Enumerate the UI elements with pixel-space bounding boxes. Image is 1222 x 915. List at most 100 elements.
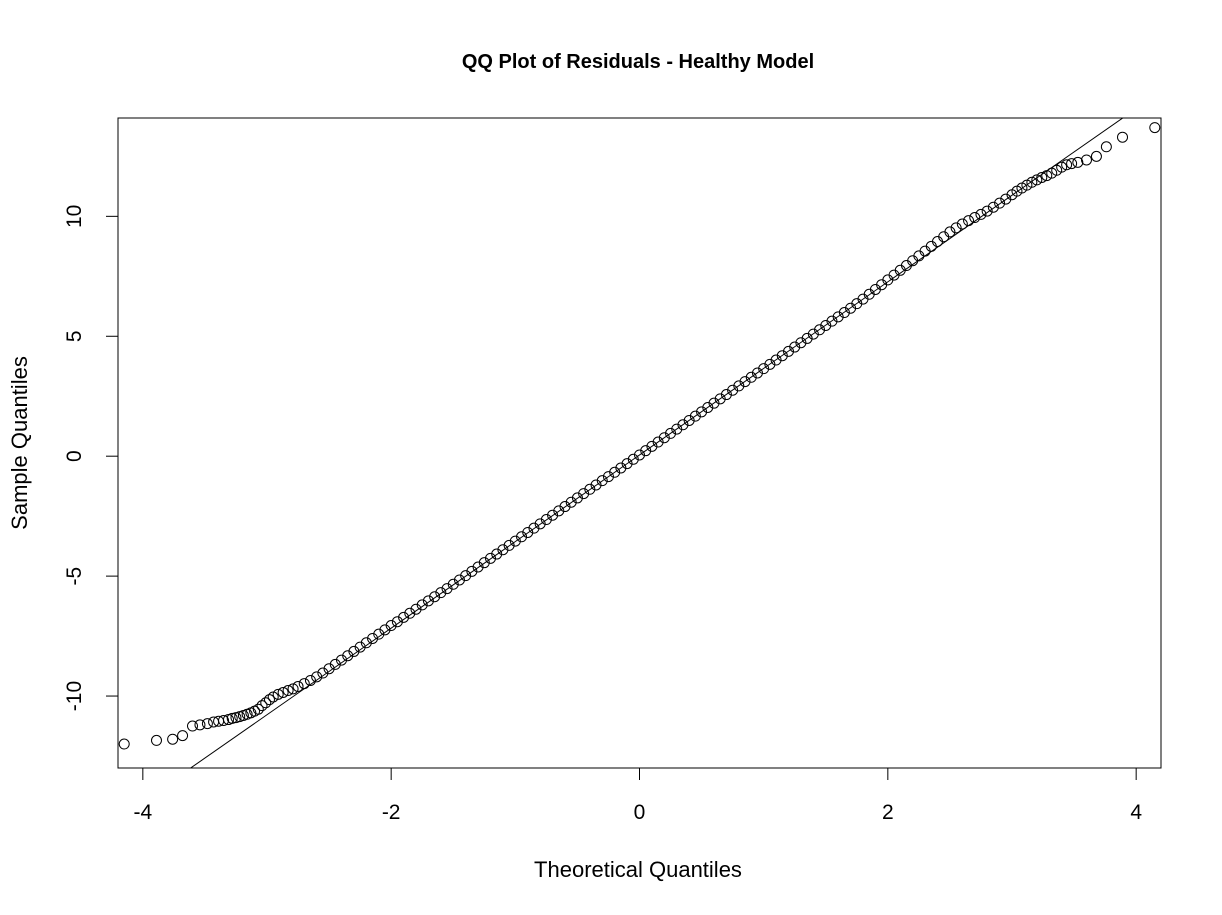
data-point <box>758 363 770 375</box>
data-point <box>348 645 360 657</box>
data-point <box>838 307 850 319</box>
data-point <box>640 445 652 457</box>
data-point <box>776 350 788 362</box>
data-point <box>466 565 478 577</box>
data-point <box>565 496 577 508</box>
data-point <box>298 678 310 690</box>
chart-title: QQ Plot of Residuals - Healthy Model <box>462 51 814 73</box>
data-point <box>260 697 272 709</box>
data-point <box>1100 141 1112 153</box>
data-point <box>950 222 962 234</box>
data-point <box>969 212 981 224</box>
data-point <box>516 531 528 543</box>
data-point <box>876 279 888 291</box>
data-point <box>534 518 546 530</box>
data-point <box>559 501 571 513</box>
data-point <box>478 557 490 569</box>
data-point <box>1036 171 1048 183</box>
data-point <box>1056 161 1068 173</box>
data-point <box>956 218 968 230</box>
data-point <box>789 341 801 353</box>
y-axis-label: Sample Quantiles <box>7 356 32 530</box>
data-point <box>919 245 931 257</box>
data-point <box>453 574 465 586</box>
data-point <box>689 410 701 422</box>
data-point <box>292 680 304 692</box>
data-point <box>683 414 695 426</box>
data-point <box>658 432 670 444</box>
data-point <box>925 240 937 252</box>
data-point <box>252 703 264 715</box>
data-point <box>472 561 484 573</box>
data-point <box>441 583 453 595</box>
data-point <box>869 283 881 295</box>
data-point <box>578 488 590 500</box>
data-point <box>373 628 385 640</box>
data-point <box>1000 193 1012 205</box>
data-point <box>485 552 496 564</box>
data-point <box>652 436 664 448</box>
data-point <box>1026 176 1038 188</box>
data-point <box>263 694 275 706</box>
data-point <box>317 667 329 679</box>
data-point <box>553 505 565 517</box>
data-point <box>944 226 956 238</box>
data-point <box>167 733 179 745</box>
data-point <box>398 611 410 623</box>
data-point <box>609 466 621 478</box>
data-point <box>540 514 552 526</box>
data-point <box>277 686 289 698</box>
data-point <box>272 688 284 700</box>
data-point <box>522 526 534 538</box>
data-point <box>764 358 776 370</box>
data-point <box>329 658 341 670</box>
data-point <box>677 419 689 431</box>
data-point <box>379 624 391 636</box>
data-point <box>429 591 441 603</box>
y-axis: -10 -5 0 5 10 <box>63 205 119 711</box>
x-tick-label: -2 <box>382 801 401 824</box>
data-point <box>1149 122 1161 134</box>
data-point <box>336 654 347 666</box>
x-tick-label: 2 <box>882 801 894 824</box>
qq-reference-line <box>189 118 1124 768</box>
data-point <box>218 715 230 727</box>
data-point <box>634 449 645 461</box>
data-point <box>739 376 751 388</box>
data-point <box>932 236 943 248</box>
data-point <box>987 201 999 213</box>
y-tick-label: -10 <box>63 681 86 711</box>
data-point <box>646 440 658 452</box>
data-point <box>770 354 782 366</box>
data-point <box>826 315 838 327</box>
data-point <box>814 324 826 336</box>
data-point <box>975 208 987 220</box>
data-point <box>832 311 844 323</box>
reference-line-layer <box>189 118 1124 768</box>
data-point <box>447 578 459 590</box>
data-point <box>801 332 813 344</box>
data-point <box>385 620 397 632</box>
data-point <box>256 700 268 712</box>
data-point <box>584 483 596 495</box>
data-point <box>938 231 950 243</box>
data-point <box>596 475 608 487</box>
data-point <box>323 663 335 675</box>
data-point <box>177 730 189 742</box>
y-tick-label: 10 <box>63 205 86 228</box>
data-point <box>733 380 745 392</box>
data-point <box>590 479 602 491</box>
data-point <box>342 650 354 662</box>
data-point <box>1090 150 1102 162</box>
data-point <box>981 205 993 217</box>
data-point <box>714 393 726 405</box>
data-point <box>410 603 422 615</box>
data-point <box>547 509 559 521</box>
data-point <box>1117 131 1129 143</box>
data-point <box>1031 174 1043 186</box>
data-point <box>435 587 447 599</box>
data-point <box>311 671 323 683</box>
data-point <box>1041 170 1053 182</box>
data-point <box>671 423 683 435</box>
data-point <box>751 367 763 379</box>
